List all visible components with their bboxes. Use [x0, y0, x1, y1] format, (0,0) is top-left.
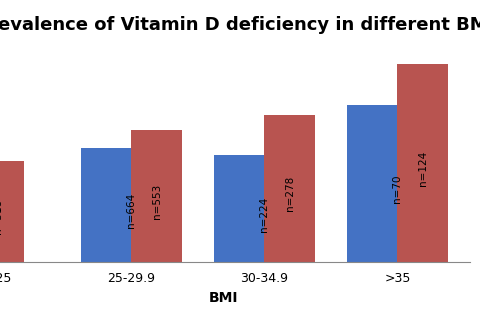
Bar: [347, 105, 397, 262]
Text: n=224: n=224: [259, 196, 269, 232]
Bar: [397, 64, 448, 262]
Text: Prevalence of Vitamin D deficiency in different BMI groups: Prevalence of Vitamin D deficiency in di…: [0, 16, 480, 34]
Bar: [214, 156, 264, 262]
Bar: [132, 130, 182, 262]
Text: n=278: n=278: [285, 176, 295, 211]
Text: n=70: n=70: [392, 174, 402, 203]
Bar: [0, 161, 24, 262]
Bar: [81, 148, 132, 262]
Text: n=518: n=518: [0, 199, 3, 234]
Bar: [264, 115, 315, 262]
Text: n=124: n=124: [418, 151, 428, 186]
X-axis label: BMI: BMI: [208, 291, 238, 305]
Text: n=664: n=664: [126, 193, 136, 228]
Text: n=553: n=553: [152, 184, 162, 219]
